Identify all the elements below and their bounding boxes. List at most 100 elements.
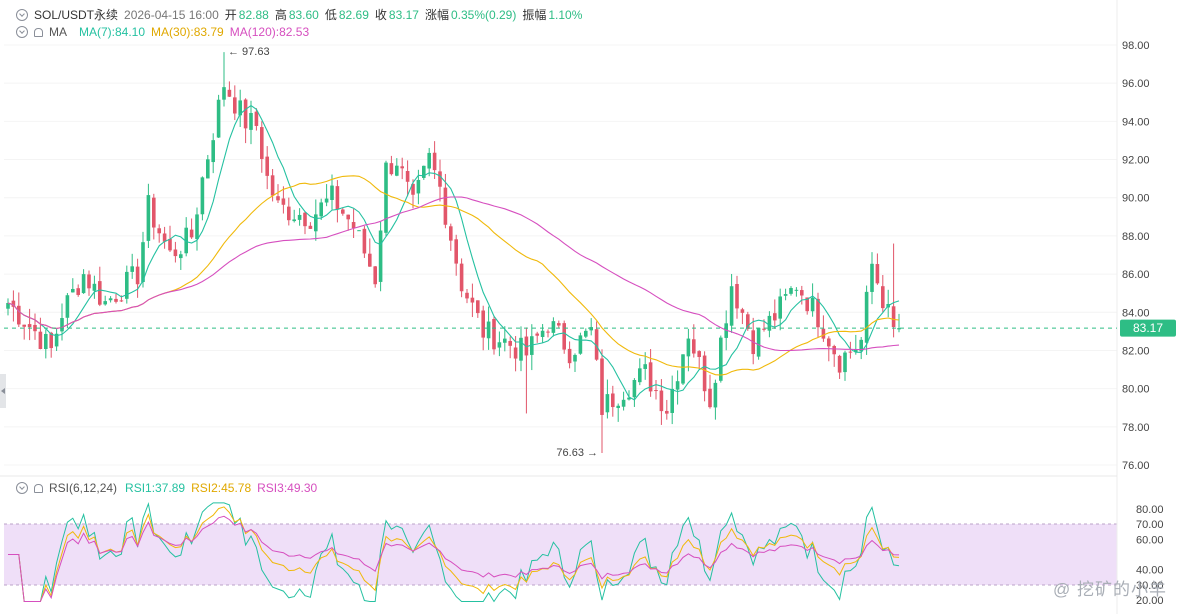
candle-body	[260, 127, 264, 159]
candle-body	[427, 152, 431, 169]
candle-body	[44, 333, 48, 350]
candle-body	[206, 159, 210, 179]
price-tick-label: 82.00	[1122, 345, 1150, 357]
candle-body	[821, 328, 826, 339]
candle-body	[297, 214, 302, 220]
candle-body	[713, 382, 718, 408]
candle-body	[600, 358, 604, 415]
candle-body	[497, 342, 502, 348]
open-value: 82.88	[238, 7, 269, 22]
candle-body	[562, 323, 566, 350]
high-marker: ← 97.63	[228, 46, 270, 58]
alert-bell-icon[interactable]	[34, 483, 43, 493]
candle-body	[438, 171, 442, 187]
ohlc-header: SOL/USDT永续 2026-04-15 16:00 开 82.88 高 83…	[0, 6, 588, 23]
symbol: SOL/USDT永续	[34, 8, 119, 22]
ma-legend: MA MA(7):84.10 MA(30):83.79 MA(120):82.5…	[0, 25, 315, 39]
price-tick-label: 88.00	[1122, 231, 1150, 243]
price-axis-ticks: 98.00 96.00 94.00 92.00 90.00 88.00 86.00 84.00…	[1122, 40, 1150, 472]
candle-body	[330, 185, 334, 201]
candle-body	[827, 338, 831, 347]
candle-body	[767, 315, 772, 331]
candle-body	[243, 99, 248, 129]
alert-bell-icon[interactable]	[34, 27, 43, 37]
candle-body	[670, 388, 674, 413]
candle-body	[621, 399, 626, 407]
candle-body	[76, 288, 80, 295]
high-value: 83.60	[288, 7, 319, 22]
candle-body	[395, 165, 399, 176]
candle-body	[697, 351, 701, 358]
candle-body	[211, 140, 215, 163]
candle-body	[832, 346, 836, 355]
candle-body	[384, 162, 388, 233]
candle-body	[719, 337, 723, 381]
candle-body	[422, 165, 426, 178]
high-label: 高	[274, 8, 287, 22]
candle-body	[648, 362, 653, 392]
ma-lines	[7, 104, 900, 401]
candle-body	[216, 99, 221, 138]
candle-body	[616, 405, 620, 408]
candle-body	[362, 228, 367, 254]
candle-body	[411, 183, 415, 195]
candle-body	[416, 179, 421, 194]
candle-body	[881, 286, 885, 309]
candle-body	[249, 113, 253, 130]
candle-body	[281, 198, 286, 205]
collapse-icon[interactable]	[16, 482, 28, 494]
price-tick-label: 90.00	[1122, 193, 1150, 205]
open-label: 开	[224, 8, 237, 22]
candle-body	[324, 198, 329, 203]
candle-body	[65, 295, 70, 318]
candle-body	[567, 348, 572, 364]
candle-body	[578, 335, 583, 354]
rsi-legend: RSI(6,12,24) RSI1:37.89 RSI2:45.78 RSI3:…	[0, 481, 323, 495]
ma120-line	[7, 196, 900, 352]
amplitude-value: 1.10%	[548, 7, 583, 22]
collapse-icon[interactable]	[16, 8, 28, 21]
rsi1-value: RSI1:37.89	[125, 481, 186, 495]
rsi-tick-label: 20.00	[1136, 595, 1164, 607]
candle-body	[92, 283, 97, 291]
price-tick-label: 76.00	[1122, 460, 1150, 472]
sidebar-expand-handle[interactable]	[0, 374, 6, 408]
candle-body	[373, 266, 377, 285]
candle-body	[405, 171, 410, 182]
candle-body	[238, 100, 242, 116]
ma7-line	[7, 104, 900, 401]
candle-body	[465, 292, 469, 299]
candle-body	[189, 229, 194, 238]
candle-body	[740, 309, 745, 313]
candle-body	[108, 298, 113, 301]
candle-body	[773, 313, 777, 321]
candle-body	[508, 340, 512, 346]
candle-body	[573, 354, 577, 362]
candle-body	[292, 219, 296, 222]
ma-name: MA	[49, 25, 67, 39]
ma120-value: MA(120):82.53	[229, 25, 310, 39]
candle-body	[233, 97, 237, 114]
candle-body	[557, 323, 561, 326]
candle-body	[308, 225, 313, 229]
collapse-icon[interactable]	[16, 26, 28, 38]
candle-body	[130, 266, 134, 272]
candle-body	[638, 368, 642, 383]
candle-body	[27, 324, 32, 328]
candle-body	[654, 390, 658, 392]
rsi-axis-ticks: 80.00 70.00 60.00 40.00 30.00 20.00	[1136, 504, 1164, 607]
candle-body	[843, 352, 847, 373]
price-tick-label: 78.00	[1122, 422, 1150, 434]
candle-body	[810, 297, 815, 312]
candle-body	[303, 212, 307, 227]
candle-body	[200, 177, 205, 215]
candle-body	[114, 298, 118, 302]
candle-body	[162, 233, 167, 242]
candle-body	[692, 339, 696, 354]
candle-body	[432, 152, 437, 171]
candle-body	[54, 333, 59, 347]
candle-body	[49, 332, 53, 349]
rsi-tick-label: 70.00	[1136, 519, 1164, 531]
candle-body	[535, 333, 539, 336]
